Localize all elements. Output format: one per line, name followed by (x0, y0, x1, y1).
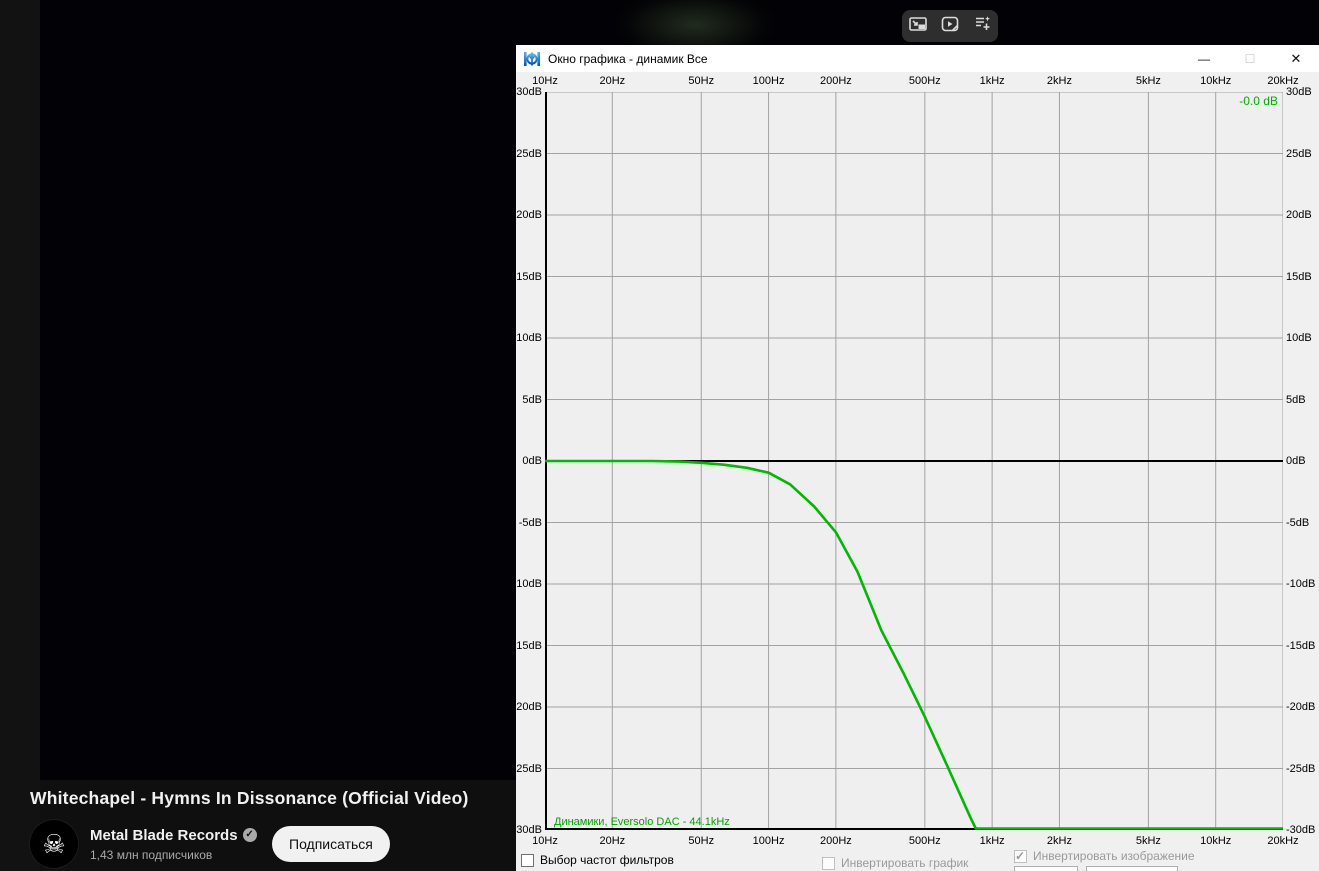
db-tick-label: -15dB (1286, 639, 1316, 652)
db-tick-label: -30dB (516, 824, 542, 836)
verified-badge-icon: ✓ (242, 828, 257, 842)
filter-freq-checkbox-row: Выбор частот фильтров (521, 853, 674, 867)
db-tick-label: 0dB (522, 455, 542, 467)
freq-tick-label: 1kHz (979, 75, 1005, 87)
invert-image-checkbox[interactable] (1014, 849, 1027, 863)
maximize-button[interactable]: ☐ (1244, 51, 1256, 66)
freq-tick-label: 10Hz (532, 75, 558, 87)
freq-tick-label: 10kHz (1200, 835, 1232, 847)
freq-tick-label: 50Hz (688, 835, 715, 847)
db-tick-label: 30dB (516, 86, 542, 98)
invert-graph-label: Инвертировать график (841, 856, 969, 870)
db-tick-label: -20dB (1286, 701, 1316, 713)
freq-tick-label: 100Hz (752, 75, 785, 87)
freq-tick-label: 1kHz (979, 835, 1005, 847)
minimize-button[interactable]: — (1198, 51, 1210, 66)
db-tick-label: 5dB (1286, 393, 1306, 406)
app-logo-icon (524, 51, 540, 66)
db-axis-left: 30dB 25dB 20dB 15dB 10dB 5dB 0dB -5dB -10dB -15dB… (516, 86, 542, 836)
add-note-button[interactable] (969, 13, 995, 39)
freq-tick-label: 10Hz (532, 835, 558, 847)
db-tick-label: 15dB (1286, 270, 1312, 283)
db-tick-label: -10dB (516, 578, 542, 590)
channel-row: ☠ Metal Blade Records ✓ 1,43 млн подписч… (30, 820, 260, 868)
channel-name[interactable]: Metal Blade Records (90, 826, 238, 844)
db-tick-label: 20dB (1286, 209, 1312, 221)
db-tick-label: -15dB (516, 639, 542, 652)
db-tick-label: 10dB (1286, 332, 1312, 344)
frequency-axis-top: 10Hz 20Hz 50Hz 100Hz 200Hz 500Hz 1kHz 2kHz 5kHz 1… (532, 75, 1298, 88)
freq-tick-label: 50Hz (688, 75, 715, 87)
freq-tick-label: 10kHz (1200, 75, 1232, 87)
db-tick-label: 0dB (1286, 455, 1306, 467)
invert-graph-checkbox[interactable] (822, 857, 835, 870)
freq-tick-label: 20Hz (599, 75, 626, 87)
freq-tick-label: 500Hz (908, 835, 941, 847)
db-tick-label: -20dB (516, 701, 542, 713)
db-tick-label: 15dB (516, 270, 542, 283)
channel-meta: Metal Blade Records ✓ 1,43 млн подписчик… (90, 827, 260, 862)
video-title: Whitechapel - Hymns In Dissonance (Offic… (30, 788, 469, 808)
db-tick-label: -25dB (1286, 762, 1316, 775)
freq-tick-label: 20kHz (1267, 835, 1299, 847)
video-edit-icon (940, 14, 960, 39)
db-tick-label: 30dB (1286, 86, 1312, 98)
note-add-icon (972, 14, 992, 39)
cursor-db-readout: -0.0 dB (1239, 94, 1278, 108)
freq-tick-label: 5kHz (1135, 835, 1161, 847)
invert-image-checkbox-row: Инвертировать изображение (1014, 849, 1195, 863)
freq-tick-label: 5kHz (1135, 75, 1161, 87)
graph-window: Окно графика - динамик Все — ☐ ✕ 10Hz 20H… (516, 45, 1319, 871)
db-tick-label: 25dB (1286, 147, 1312, 160)
window-title: Окно графика - динамик Все (548, 51, 708, 66)
frequency-axis-bottom: 10Hz 20Hz 50Hz 100Hz 200Hz 500Hz 1kHz 2kHz 5kHz 1… (532, 835, 1298, 848)
db-tick-label: -5dB (518, 516, 542, 529)
db-tick-label: -5dB (1286, 516, 1310, 529)
freq-tick-label: 100Hz (752, 835, 785, 847)
filter-freq-checkbox[interactable] (521, 854, 534, 867)
spinner-stub[interactable] (1014, 866, 1078, 871)
video-overlay-toolbar (902, 10, 998, 42)
db-tick-label: -10dB (1286, 578, 1316, 590)
window-title-bar[interactable]: Окно графика - динамик Все — ☐ ✕ (516, 45, 1319, 72)
db-tick-label: 10dB (516, 332, 542, 344)
miniplayer-icon (908, 14, 928, 39)
db-tick-label: 20dB (516, 209, 542, 221)
db-tick-label: -25dB (516, 762, 542, 775)
freq-tick-label: 200Hz (819, 835, 852, 847)
clip-video-button[interactable] (937, 13, 963, 39)
subscribe-button[interactable]: Подписаться (272, 826, 390, 862)
channel-avatar[interactable]: ☠ (30, 820, 78, 868)
freq-tick-label: 500Hz (908, 75, 941, 87)
db-tick-label: 25dB (516, 147, 542, 160)
freq-tick-label: 20Hz (599, 835, 626, 847)
page-background-strip (0, 0, 40, 871)
invert-image-label: Инвертировать изображение (1033, 849, 1195, 863)
miniplayer-button[interactable] (905, 13, 931, 39)
db-tick-label: -30dB (1286, 824, 1316, 836)
close-button[interactable]: ✕ (1290, 50, 1302, 66)
freq-tick-label: 2kHz (1046, 75, 1072, 87)
freq-tick-label: 200Hz (819, 75, 852, 87)
freq-tick-label: 20kHz (1267, 75, 1299, 87)
db-tick-label: 5dB (522, 393, 542, 406)
db-axis-right: 30dB 25dB 20dB 15dB 10dB 5dB 0dB -5dB -10dB -15dB… (1286, 86, 1318, 836)
frequency-response-plot[interactable] (545, 92, 1283, 830)
skull-icon: ☠ (42, 828, 66, 859)
subscriber-count: 1,43 млн подписчиков (90, 847, 213, 862)
series-legend: Динамики, Eversolo DAC - 44.1kHz (554, 816, 730, 828)
freq-tick-label: 2kHz (1046, 835, 1072, 847)
invert-graph-checkbox-row: Инвертировать график (822, 856, 968, 870)
filter-freq-label: Выбор частот фильтров (540, 853, 674, 867)
spinner-stub[interactable] (1086, 866, 1178, 871)
